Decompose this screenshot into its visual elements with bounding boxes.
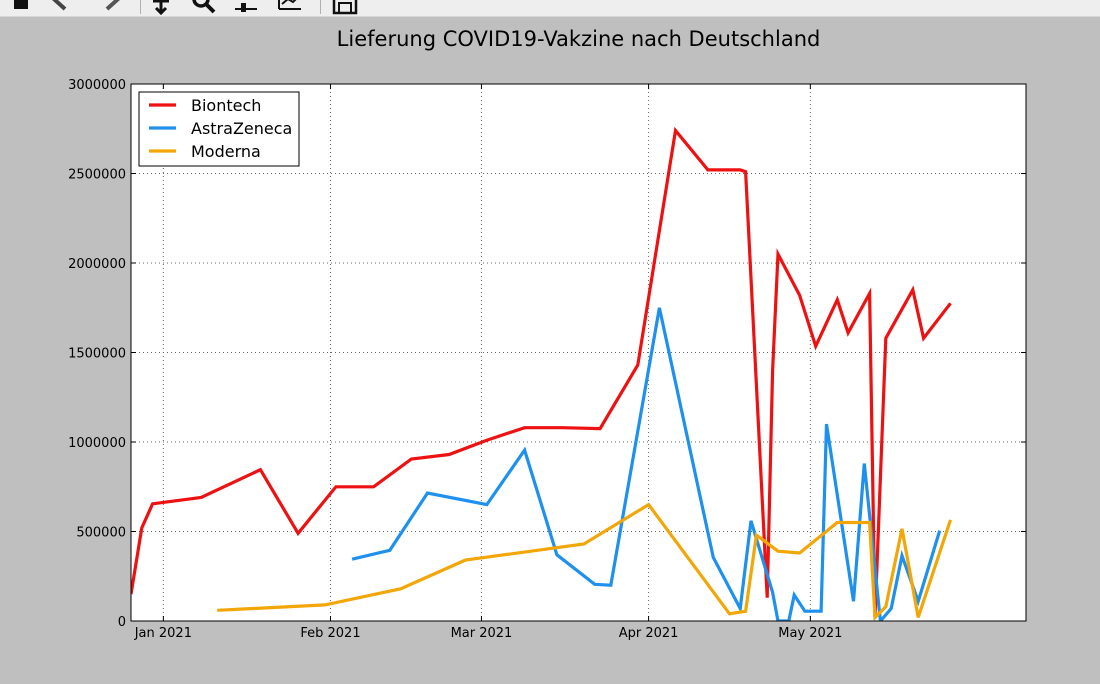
y-tick-label: 2500000 (68, 168, 126, 183)
x-tick-label: May 2021 (778, 626, 842, 641)
legend-label-astrazeneca: AstraZeneca (191, 119, 292, 138)
toolbar (0, 0, 1100, 17)
pan-button[interactable] (148, 0, 178, 16)
arrow-left-icon (52, 0, 67, 11)
zoom-button[interactable] (190, 0, 220, 16)
legend-label-moderna: Moderna (191, 142, 261, 161)
arrow-right-icon (105, 0, 120, 11)
series-line-astrazeneca (351, 307, 942, 621)
x-tick-label: Apr 2021 (619, 626, 679, 641)
y-tick-label: 500000 (76, 526, 126, 541)
legend-label-biontech: Biontech (191, 96, 261, 115)
x-tick-label: Mar 2021 (451, 626, 513, 641)
toolbar-separator (140, 0, 141, 14)
y-tick-label: 0 (118, 615, 126, 630)
save-button[interactable] (330, 0, 360, 16)
y-tick-label: 3000000 (68, 78, 126, 93)
sliders-icon (235, 3, 257, 12)
y-tick-label: 1000000 (68, 436, 126, 451)
axes-frame (130, 83, 1027, 622)
y-tick-label: 2000000 (68, 257, 126, 272)
home-icon (14, 0, 28, 9)
x-tick-label: Feb 2021 (300, 626, 360, 641)
edit-axes-button[interactable] (275, 0, 305, 16)
chart-edit-icon (278, 0, 301, 10)
subplots-button[interactable] (232, 0, 262, 16)
home-button[interactable] (8, 0, 38, 16)
back-button[interactable] (48, 0, 78, 16)
series-line-moderna (217, 502, 953, 621)
floppy-disk-icon (332, 0, 358, 15)
chart-title: Lieferung COVID19-Vakzine nach Deutschla… (337, 27, 821, 51)
series-line-biontech (131, 126, 952, 618)
x-tick-label: Jan 2021 (134, 626, 192, 641)
move-icon (153, 0, 169, 15)
y-tick-label: 1500000 (68, 347, 126, 362)
magnifier-icon (192, 0, 216, 14)
forward-button[interactable] (98, 0, 128, 16)
toolbar-separator (320, 0, 321, 14)
